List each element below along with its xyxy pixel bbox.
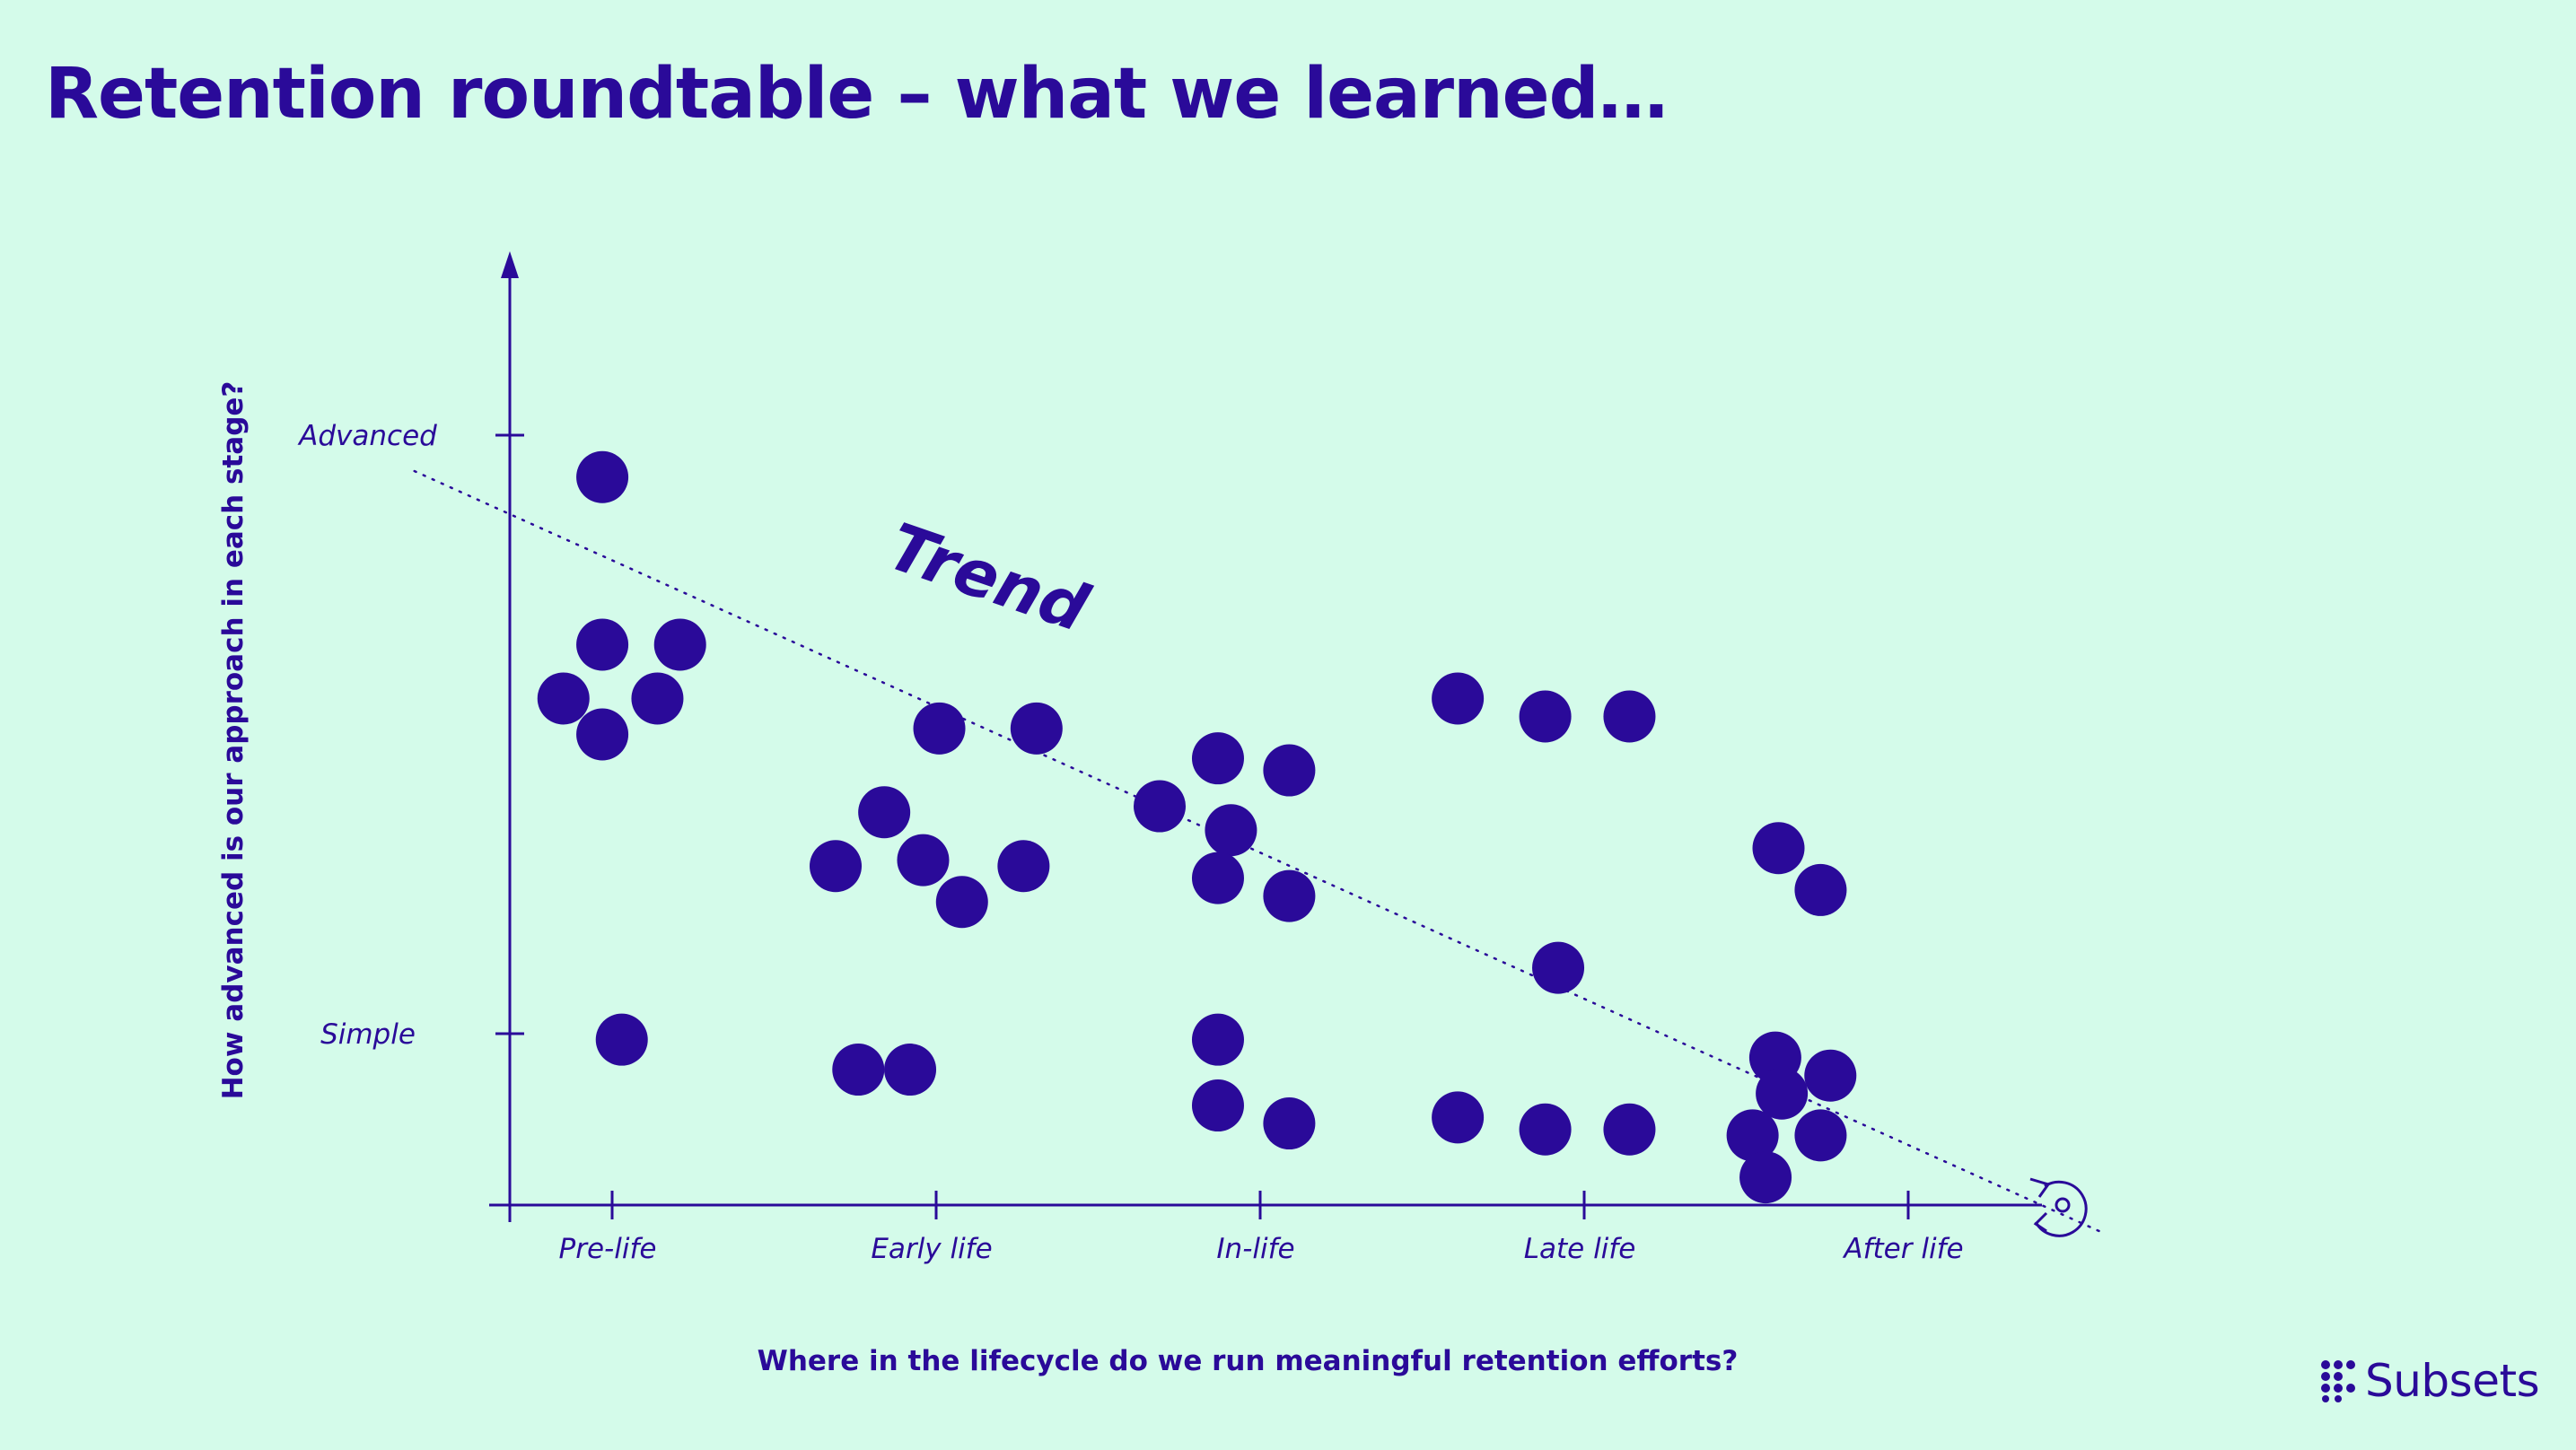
y-tick-label: Simple — [320, 1018, 416, 1051]
data-point — [1263, 744, 1316, 797]
data-point — [1794, 1109, 1847, 1162]
data-point — [576, 618, 629, 671]
data-point — [935, 876, 988, 929]
data-point — [1432, 672, 1485, 725]
page-title: Retention roundtable – what we learned… — [45, 54, 1668, 135]
data-point — [1191, 852, 1244, 904]
data-point — [1756, 1067, 1809, 1120]
data-point — [1191, 732, 1244, 785]
x-tick-label: After life — [1842, 1233, 1963, 1265]
logo-wordmark: Subsets — [2365, 1355, 2540, 1407]
data-point — [537, 672, 590, 725]
trend-layer — [413, 469, 2101, 1233]
trend-label: Trend — [879, 509, 1099, 647]
loop-dot — [2055, 1197, 2071, 1213]
data-point — [884, 1044, 937, 1096]
data-point — [631, 672, 684, 725]
x-tick-label: Early life — [871, 1233, 992, 1265]
data-point — [576, 708, 629, 761]
data-point — [576, 450, 629, 503]
data-point — [1532, 941, 1585, 994]
chart-axes — [489, 251, 2088, 1237]
loop-arrowhead-bottom — [2033, 1211, 2048, 1233]
y-tick-label: Advanced — [297, 420, 437, 452]
x-tick-label: Pre-life — [559, 1233, 657, 1265]
data-point — [1739, 1151, 1792, 1204]
data-point — [810, 840, 862, 893]
x-tick-label: In-life — [1216, 1233, 1294, 1265]
data-point — [1010, 702, 1063, 755]
subsets-logo: Subsets — [2320, 1355, 2540, 1407]
data-point — [1804, 1049, 1857, 1102]
data-point — [997, 840, 1050, 893]
data-point — [1603, 1103, 1656, 1156]
loop-arc — [2034, 1180, 2088, 1237]
data-point — [913, 702, 966, 755]
data-point — [595, 1013, 648, 1066]
data-point — [1263, 1097, 1316, 1150]
data-point — [1794, 863, 1847, 916]
lifecycle-loop-icon — [2029, 1177, 2088, 1237]
points-layer — [537, 450, 1857, 1204]
chart-labels: Pre-life Early life In-life Late life After … — [217, 381, 1964, 1377]
data-point — [832, 1044, 885, 1096]
y-axis-arrow — [501, 251, 519, 278]
data-point — [653, 618, 706, 671]
data-point — [1191, 1079, 1244, 1132]
data-point — [897, 834, 950, 887]
data-point — [1134, 780, 1186, 833]
trend-line — [413, 469, 2101, 1233]
data-point — [1432, 1091, 1485, 1144]
x-axis-title: Where in the lifecycle do we run meaning… — [758, 1345, 1739, 1377]
data-point — [1191, 1013, 1244, 1066]
data-point — [1752, 822, 1805, 875]
data-point — [1205, 804, 1257, 857]
loop-arrowhead-top — [2029, 1177, 2051, 1198]
data-point — [1263, 869, 1316, 922]
data-point — [858, 786, 911, 839]
x-tick-label: Late life — [1524, 1233, 1636, 1265]
subsets-dot-grid-icon — [2321, 1360, 2355, 1402]
data-point — [1726, 1109, 1779, 1162]
y-axis-title: How advanced is our approach in each sta… — [217, 381, 250, 1100]
data-point — [1519, 1103, 1572, 1156]
data-point — [1603, 690, 1656, 743]
data-point — [1519, 690, 1572, 743]
